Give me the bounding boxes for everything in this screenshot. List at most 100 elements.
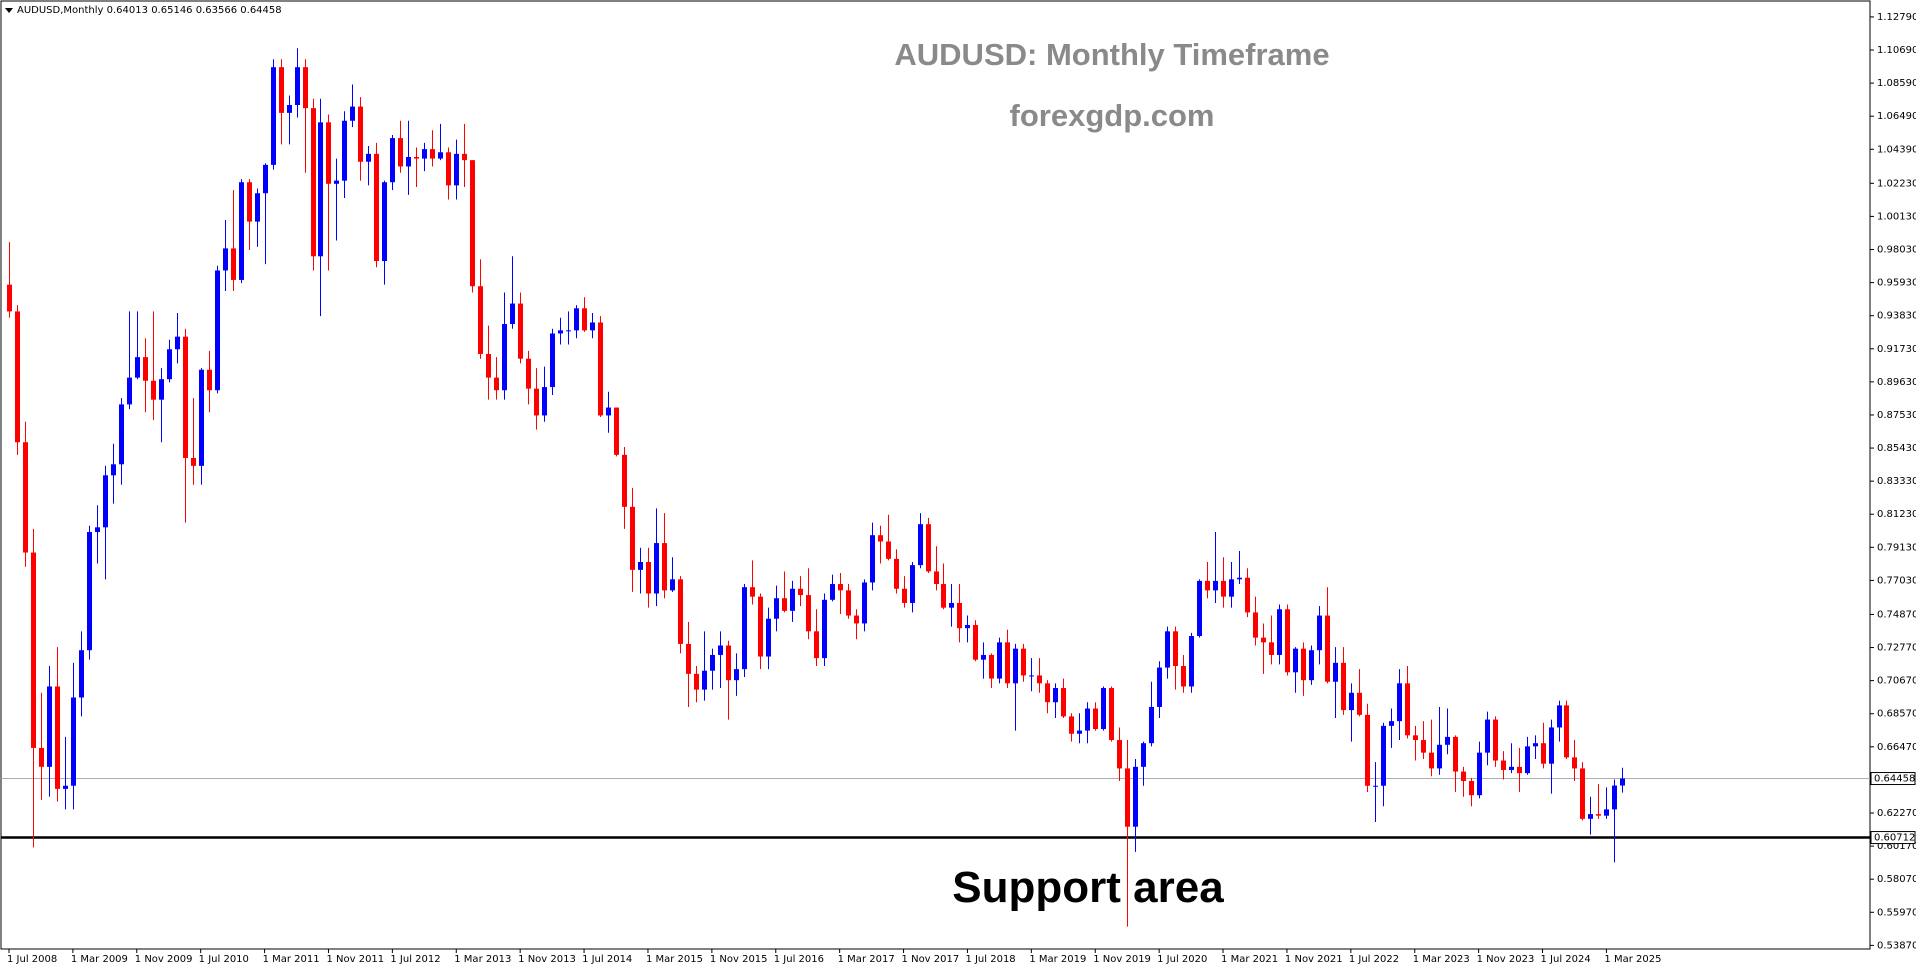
candle-body	[622, 454, 627, 507]
candle-body	[662, 543, 667, 591]
y-tick-label: 0.74870	[1877, 609, 1916, 620]
candle-body	[295, 67, 300, 106]
candle-body	[1213, 580, 1218, 591]
candle-body	[1596, 814, 1601, 816]
menu-arrow[interactable]	[5, 8, 13, 13]
candle-body	[526, 358, 531, 389]
candle-body	[1149, 706, 1154, 744]
candle-body	[542, 387, 547, 416]
candle-body	[143, 357, 148, 381]
candle-body	[1525, 746, 1530, 774]
candle-body	[1437, 744, 1442, 769]
y-tick-label: 1.06490	[1877, 111, 1916, 122]
candle-body	[686, 643, 691, 674]
header-close: 0.64458	[240, 5, 281, 16]
candle-body	[382, 182, 387, 262]
candle-body	[638, 561, 643, 570]
candle-body	[191, 457, 196, 466]
candle-body	[949, 602, 954, 608]
candle-body	[1277, 609, 1282, 655]
candle-body	[1588, 814, 1593, 819]
candle-body	[127, 377, 132, 405]
candle-body	[247, 182, 252, 222]
support-label: 0.60712	[1874, 833, 1915, 844]
y-tick-label: 0.83330	[1877, 476, 1916, 487]
candle-body	[742, 587, 747, 670]
candle-body	[71, 697, 76, 786]
candle-body	[279, 67, 284, 113]
y-tick-label: 0.89630	[1877, 377, 1916, 388]
candle-body	[1101, 688, 1106, 730]
candle-body	[350, 106, 355, 121]
candle-body	[670, 579, 675, 591]
y-tick-label: 0.72770	[1877, 643, 1916, 654]
candle-body	[878, 535, 883, 542]
candle-body	[1509, 766, 1514, 770]
candle-body	[438, 152, 443, 159]
candle-body	[1445, 736, 1450, 745]
candle-body	[31, 552, 36, 748]
candle-body	[830, 584, 835, 600]
candle-body	[342, 120, 347, 181]
y-tick-label: 0.66470	[1877, 742, 1916, 753]
candle-body	[1221, 580, 1226, 597]
candle-body	[430, 149, 435, 159]
candle-body	[1125, 768, 1130, 827]
candle-body	[318, 122, 323, 257]
candle-body	[1309, 650, 1314, 681]
candle-body	[1517, 766, 1522, 774]
candle-body	[151, 380, 156, 400]
candle-body	[718, 645, 723, 655]
candle-body	[782, 598, 787, 611]
plot-marks	[1, 48, 1870, 927]
candle-body	[1317, 615, 1322, 651]
candle-body	[1341, 662, 1346, 711]
candle-body	[207, 369, 212, 391]
candle-body	[15, 311, 20, 443]
x-tick-label: 1 Jul 2018	[965, 954, 1015, 964]
candle-body	[502, 324, 507, 391]
y-tick-label: 0.91730	[1877, 344, 1916, 355]
candle-body	[494, 377, 499, 391]
support-box	[1870, 831, 1916, 845]
y-tick-label: 0.81230	[1877, 509, 1916, 520]
candle-body	[1117, 740, 1122, 769]
candle-body	[135, 357, 140, 378]
candle-body	[1165, 631, 1170, 668]
candle-body	[862, 582, 867, 624]
y-tick-label: 0.53870	[1877, 940, 1916, 951]
candle-body	[1469, 781, 1474, 796]
x-tick-label: 1 Jul 2024	[1541, 954, 1591, 964]
candle-body	[1405, 683, 1410, 736]
candle-body	[1365, 714, 1370, 786]
candle-body	[798, 588, 803, 596]
candle-body	[870, 535, 875, 583]
x-tick-label: 1 Nov 2015	[710, 954, 768, 964]
candle-body	[1349, 692, 1354, 711]
symbol: AUDUSD,Monthly	[17, 5, 104, 16]
price-box	[1870, 772, 1916, 786]
candle-body	[1245, 577, 1250, 613]
candle-body	[558, 330, 563, 334]
candle-body	[1093, 708, 1098, 730]
candle-body	[454, 153, 459, 186]
chart-subtitle: forexgdp.com	[1010, 98, 1215, 133]
x-tick-label: 1 Nov 2021	[1285, 954, 1343, 964]
candle-body	[303, 67, 308, 109]
candle-body	[1429, 752, 1434, 769]
y-tick-label: 0.93830	[1877, 311, 1916, 322]
header-open: 0.64013	[107, 5, 148, 16]
candle-body	[630, 506, 635, 570]
candle-body	[1461, 771, 1466, 782]
y-tick-label: 0.70670	[1877, 676, 1916, 687]
candle-body	[614, 407, 619, 455]
candle-body	[1557, 705, 1562, 728]
x-tick-label: 1 Mar 2021	[1221, 954, 1278, 964]
candle-body	[1293, 648, 1298, 673]
candle-body	[462, 153, 467, 161]
y-tick-label: 0.79130	[1877, 542, 1916, 553]
candle-body	[1373, 785, 1378, 787]
price-label: 0.64458	[1874, 774, 1915, 785]
y-tick-label: 0.77030	[1877, 575, 1916, 586]
y-tick-label: 0.98030	[1877, 245, 1916, 256]
